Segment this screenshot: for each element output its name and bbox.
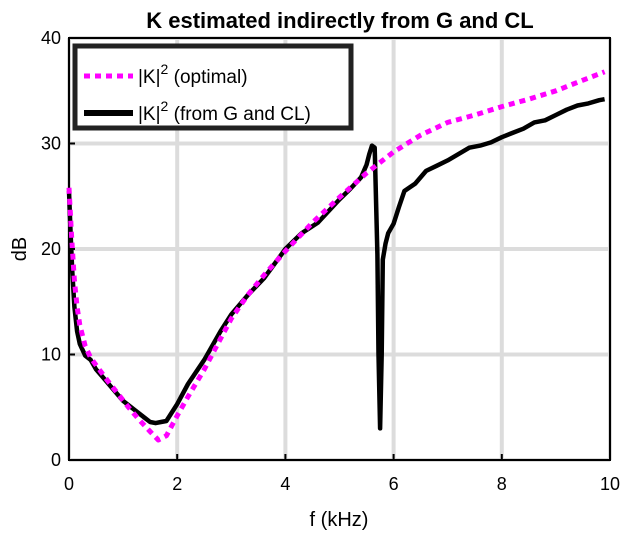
x-tick-label: 0	[64, 474, 74, 494]
y-tick-label: 0	[51, 450, 61, 470]
x-tick-label: 6	[389, 474, 399, 494]
y-tick-label: 30	[41, 134, 61, 154]
series-group	[66, 69, 606, 443]
y-axis-label: dB	[9, 237, 31, 261]
x-tick-label: 8	[497, 474, 507, 494]
legend-label: |K|2 (optimal)	[138, 61, 248, 88]
series-line-estimated	[66, 96, 606, 431]
x-tick-labels: 0 2 4 6 8 10	[64, 454, 620, 494]
y-tick-label: 20	[41, 239, 61, 259]
x-axis-label: f (kHz)	[310, 509, 369, 531]
y-tick-label: 40	[41, 28, 61, 48]
x-tick-label: 2	[172, 474, 182, 494]
legend-label: |K|2 (from G and CL)	[138, 98, 311, 125]
x-tick-label: 10	[600, 474, 620, 494]
x-tick-label: 4	[280, 474, 290, 494]
series-line-optimal	[66, 69, 606, 443]
chart-title: K estimated indirectly from G and CL	[146, 8, 534, 33]
legend: |K|2 (optimal) |K|2 (from G and CL)	[72, 43, 354, 131]
y-tick-label: 10	[41, 345, 61, 365]
y-tick-labels: 0 10 20 30 40	[41, 28, 75, 470]
